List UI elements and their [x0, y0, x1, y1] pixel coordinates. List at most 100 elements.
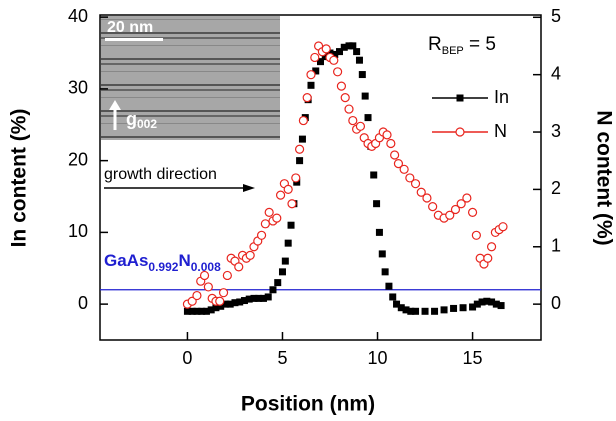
marker — [441, 306, 448, 313]
marker — [499, 223, 507, 231]
marker — [356, 122, 364, 130]
marker — [457, 95, 464, 102]
marker — [456, 128, 464, 136]
g-sub: 002 — [137, 117, 157, 131]
alloy-part: N — [178, 251, 190, 270]
page: {"chart_data": {"type": "scatter", "xlab… — [0, 0, 616, 421]
legend-label: N — [494, 121, 507, 141]
marker — [285, 240, 292, 247]
alloy-part: GaAs — [104, 251, 148, 270]
marker — [345, 105, 353, 113]
marker — [383, 131, 391, 139]
marker — [299, 136, 306, 143]
ratio-sub: BEP — [442, 45, 464, 57]
y2-tick-label: 5 — [551, 6, 561, 26]
marker — [246, 251, 254, 259]
marker — [274, 279, 281, 286]
y-tick-label: 20 — [68, 149, 88, 169]
marker — [423, 194, 431, 202]
marker — [373, 200, 380, 207]
marker — [460, 304, 467, 311]
marker — [282, 258, 289, 265]
marker — [311, 53, 319, 61]
marker — [269, 286, 276, 293]
marker — [353, 48, 360, 55]
marker — [450, 305, 457, 312]
y2-tick-label: 2 — [551, 178, 561, 198]
marker — [265, 293, 272, 300]
marker — [303, 94, 311, 102]
marker — [258, 231, 266, 239]
growth-label: growth direction — [104, 166, 217, 183]
marker — [359, 71, 366, 78]
marker — [296, 157, 303, 164]
y2-tick-label: 0 — [551, 293, 561, 313]
marker — [273, 214, 281, 222]
chart: 20 nm g002 growth direction GaAs0.992N0.… — [0, 0, 616, 421]
marker — [201, 271, 209, 279]
marker — [422, 308, 429, 315]
marker — [223, 271, 231, 279]
marker — [387, 140, 395, 148]
marker — [389, 293, 396, 300]
marker — [279, 268, 286, 275]
marker — [307, 82, 314, 89]
marker — [322, 45, 330, 53]
y-tick-label: 30 — [68, 78, 88, 98]
alloy-part: 0.992 — [148, 260, 178, 274]
marker — [288, 222, 295, 229]
marker — [193, 292, 201, 300]
marker — [296, 145, 304, 153]
g-base: g — [126, 109, 137, 129]
marker — [412, 308, 419, 315]
x-tick-label: 10 — [368, 348, 388, 368]
marker — [330, 56, 338, 64]
marker — [362, 93, 369, 100]
ratio-label: RBEP = 5 — [428, 34, 496, 57]
marker — [337, 82, 345, 90]
y2-axis-label: N content (%) — [592, 110, 615, 245]
marker — [216, 297, 224, 305]
x-tick-label: 5 — [277, 348, 287, 368]
marker — [370, 171, 377, 178]
marker — [472, 231, 480, 239]
marker — [484, 254, 492, 262]
marker — [220, 289, 228, 297]
marker — [376, 229, 383, 236]
y-tick-label: 40 — [68, 6, 88, 26]
marker — [412, 180, 420, 188]
x-axis-label: Position (nm) — [241, 393, 375, 416]
marker — [349, 117, 357, 125]
marker — [391, 151, 399, 159]
y-axis-label: In content (%) — [8, 109, 31, 248]
marker — [385, 283, 392, 290]
marker — [365, 114, 372, 121]
y-tick-label: 0 — [78, 293, 88, 313]
marker — [288, 200, 296, 208]
marker — [356, 57, 363, 64]
legend-label: In — [494, 87, 509, 107]
marker — [284, 185, 292, 193]
marker — [299, 117, 307, 125]
marker — [341, 94, 349, 102]
ratio-rest: = 5 — [464, 34, 496, 55]
y2-tick-label: 4 — [551, 63, 561, 83]
marker — [429, 203, 437, 211]
growth-arrowhead — [243, 184, 255, 192]
marker — [292, 174, 300, 182]
marker — [334, 68, 342, 76]
marker — [235, 263, 243, 271]
marker — [400, 165, 408, 173]
x-tick-label: 0 — [182, 348, 192, 368]
marker — [277, 191, 285, 199]
marker — [204, 283, 212, 291]
marker — [469, 208, 477, 216]
marker — [498, 302, 505, 309]
y2-tick-label: 1 — [551, 236, 561, 256]
marker — [431, 308, 438, 315]
marker — [265, 208, 273, 216]
marker — [379, 250, 386, 257]
y2-tick-label: 3 — [551, 121, 561, 141]
marker — [261, 220, 269, 228]
alloy-label: GaAs0.992N0.008 — [104, 251, 221, 274]
